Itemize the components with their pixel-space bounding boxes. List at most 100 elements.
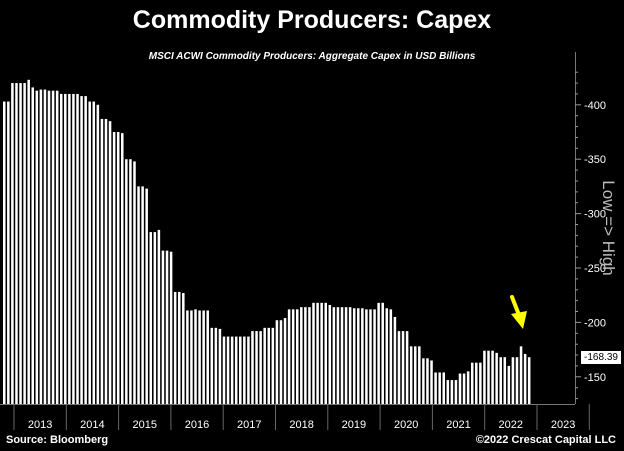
x-tick-label: 2019 [342,419,366,431]
bar [491,350,494,404]
bar [39,89,43,404]
x-tick-label: 2022 [499,419,523,431]
bar [470,362,474,404]
bar [279,320,283,404]
bar [495,352,498,404]
bar [68,93,71,405]
bar [51,90,55,405]
bar [458,373,462,404]
bar [479,362,482,404]
bar [64,93,67,405]
bar [190,310,193,404]
bar [300,307,303,404]
bar [76,93,79,405]
bar [84,96,87,405]
bar [27,79,30,404]
x-tick-label: 2017 [237,419,261,431]
bar [222,336,226,404]
bar [519,346,523,404]
bar [267,327,271,404]
bar [194,309,197,404]
bar [80,96,83,405]
bar [462,373,466,404]
bar [332,307,336,404]
bar [125,159,128,404]
bar [527,357,531,404]
bar [413,346,417,404]
bar [523,353,527,404]
x-tick-label: 2014 [80,419,104,431]
bar [381,302,384,404]
bar [348,307,352,404]
bar [214,327,218,404]
bar [344,307,348,404]
bar [96,104,100,404]
chart-title: Commodity Producers: Capex [132,6,492,34]
bar [169,251,173,404]
bar [165,250,169,404]
bar [373,309,376,404]
bar [446,380,450,404]
bar-series [3,79,531,405]
bar [11,83,14,404]
bar [405,331,409,404]
bar [515,357,519,404]
bar [157,229,161,404]
y-tick-label: -350 [584,154,606,166]
bar [129,159,132,404]
bar [438,372,441,404]
bar [218,328,222,404]
bar [409,346,413,404]
bar [186,310,189,404]
bar [352,308,356,404]
bar [393,316,397,404]
bar [47,90,51,405]
bar [442,372,445,404]
x-tick-label: 2020 [394,419,418,431]
y-tick-label: -400 [584,100,606,112]
bar [263,327,266,404]
bar [507,365,511,404]
bar [243,336,246,404]
bar [153,232,157,404]
bar [23,83,26,404]
bar [369,309,372,404]
bar [88,101,91,405]
bar [173,291,177,404]
bar [401,331,405,404]
x-tick-label: 2013 [28,419,52,431]
bar [177,291,181,404]
bar [35,90,39,405]
bar [206,310,209,404]
bar [336,307,340,404]
bar [247,336,250,404]
bar [365,309,368,404]
bar [108,121,112,404]
bar [3,101,6,405]
y-axis: -150 -200 -250 -300 -350 -400 [575,52,606,404]
bar [340,307,344,404]
bar [259,331,262,404]
bar [304,307,307,404]
bar [328,305,332,404]
y-tick-label: -300 [584,209,606,221]
bar [389,309,393,404]
bar [487,350,490,404]
bar [422,358,425,404]
bar [475,362,478,404]
bar [312,302,315,404]
x-axis: 2013 2014 2015 2016 2017 2018 2019 2020 2021 2022… [0,404,590,431]
chart-subtitle: MSCI ACWI Commodity Producers: Aggregate… [148,51,476,62]
bar [72,93,75,405]
x-tick-label: 2018 [289,419,313,431]
bar [121,133,124,404]
yellow-arrow-icon [510,295,527,329]
bar [116,132,120,404]
bar [275,320,279,404]
bar [357,308,360,404]
bar [324,302,327,404]
bar [43,89,47,404]
x-tick-label: 2015 [133,419,157,431]
bar [283,318,287,404]
